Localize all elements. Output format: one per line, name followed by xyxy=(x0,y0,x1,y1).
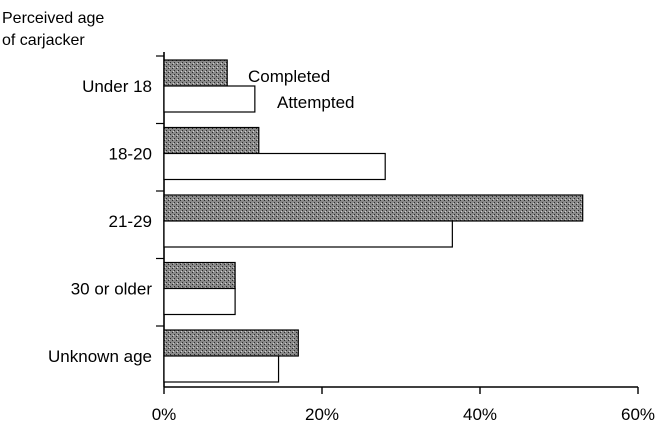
y-axis-title-line-2: of carjacker xyxy=(2,32,85,49)
x-tick-label: 0% xyxy=(152,405,177,424)
x-tick-label: 40% xyxy=(463,405,497,424)
legend-attempted-label: Attempted xyxy=(277,93,355,112)
x-tick-label: 20% xyxy=(305,405,339,424)
bar-completed xyxy=(163,126,260,155)
x-tick-label: 60% xyxy=(621,405,655,424)
bar-attempted xyxy=(163,85,256,113)
bar-attempted xyxy=(163,287,236,316)
bar-completed xyxy=(163,329,299,357)
bar-attempted xyxy=(163,152,386,181)
category-label: Unknown age xyxy=(48,347,152,366)
bar-completed xyxy=(163,59,228,87)
bar-completed xyxy=(163,194,584,222)
category-label: 21-29 xyxy=(109,212,152,231)
bar-attempted xyxy=(163,355,280,383)
category-label: 30 or older xyxy=(71,280,153,299)
category-label: 18-20 xyxy=(109,145,152,164)
category-label: Under 18 xyxy=(82,77,152,96)
y-axis-title-line-1: Perceived age xyxy=(2,10,105,27)
bar-completed xyxy=(163,261,236,290)
legend-completed-label: Completed xyxy=(248,67,330,86)
bar-attempted xyxy=(163,220,453,248)
